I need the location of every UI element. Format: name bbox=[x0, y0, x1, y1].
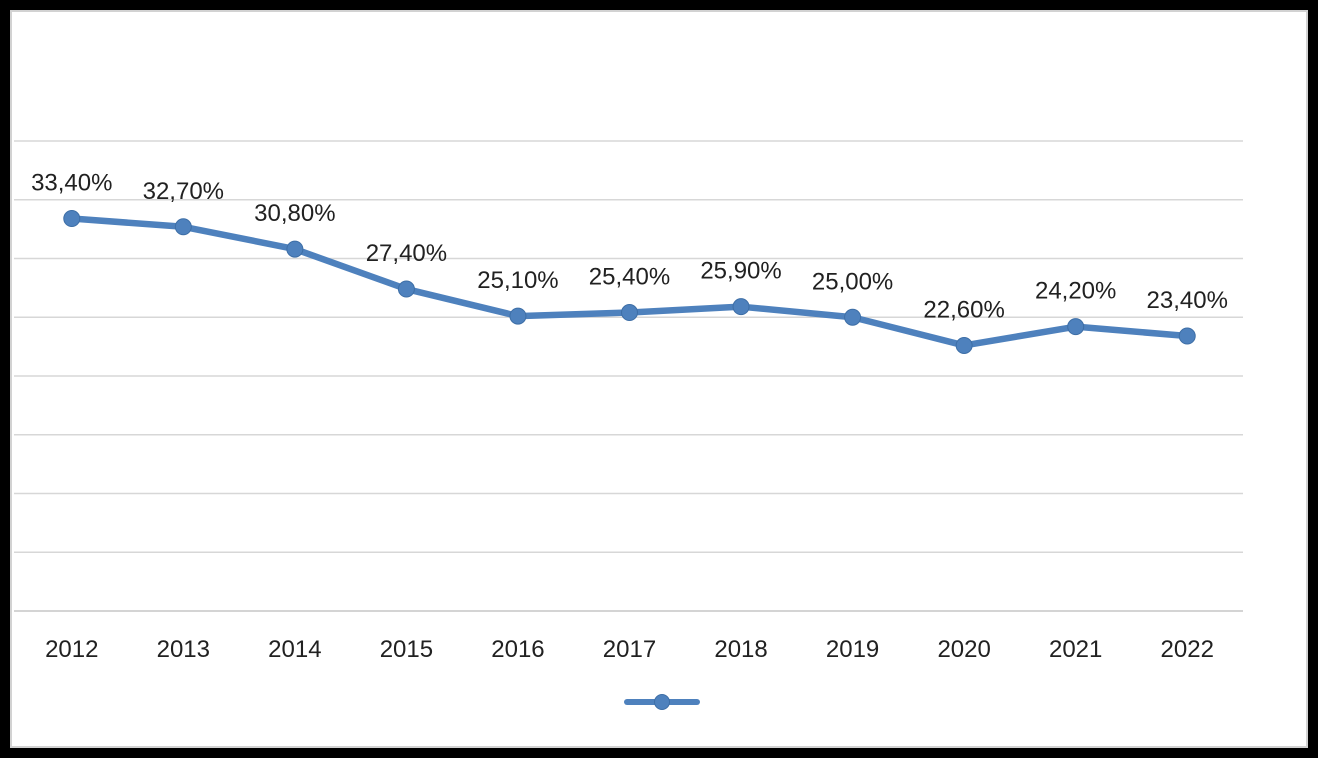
data-point-marker bbox=[621, 304, 638, 322]
x-axis-tick-label: 2018 bbox=[714, 636, 767, 663]
x-axis-tick-label: 2021 bbox=[1049, 636, 1102, 663]
x-axis-tick-label: 2017 bbox=[603, 636, 656, 663]
data-point-label: 22,60% bbox=[923, 296, 1004, 323]
chart-area bbox=[10, 10, 1308, 748]
x-axis-tick-label: 2012 bbox=[45, 636, 98, 663]
data-point-marker bbox=[174, 218, 192, 236]
data-point-marker bbox=[732, 298, 750, 316]
data-point-label: 25,40% bbox=[589, 264, 670, 291]
data-point-marker bbox=[955, 336, 973, 354]
data-point-label: 32,70% bbox=[143, 178, 224, 205]
data-point-label: 30,80% bbox=[254, 200, 335, 227]
x-axis-tick-label: 2020 bbox=[937, 636, 990, 663]
x-axis-tick-label: 2015 bbox=[380, 636, 433, 663]
x-axis-tick-label: 2016 bbox=[491, 636, 544, 663]
data-point-marker bbox=[1067, 318, 1085, 336]
data-point-label: 27,40% bbox=[366, 240, 447, 267]
data-point-marker bbox=[844, 308, 862, 326]
data-point-label: 24,20% bbox=[1035, 278, 1116, 305]
x-axis-tick-label: 2013 bbox=[157, 636, 210, 663]
data-point-marker bbox=[286, 240, 304, 258]
data-point-marker bbox=[397, 280, 415, 298]
data-point-label: 25,90% bbox=[700, 258, 781, 285]
x-axis-tick-label: 2022 bbox=[1161, 636, 1214, 663]
data-point-marker bbox=[1178, 327, 1196, 345]
legend-point-marker bbox=[654, 694, 670, 710]
data-point-label: 23,40% bbox=[1147, 287, 1228, 314]
data-point-marker bbox=[509, 307, 527, 325]
data-point-label: 25,00% bbox=[812, 268, 893, 295]
x-axis-tick-label: 2014 bbox=[268, 636, 321, 663]
x-axis-tick-label: 2019 bbox=[826, 636, 879, 663]
data-point-label: 33,40% bbox=[31, 170, 112, 197]
data-point-label: 25,10% bbox=[477, 267, 558, 294]
data-point-marker bbox=[63, 210, 81, 228]
